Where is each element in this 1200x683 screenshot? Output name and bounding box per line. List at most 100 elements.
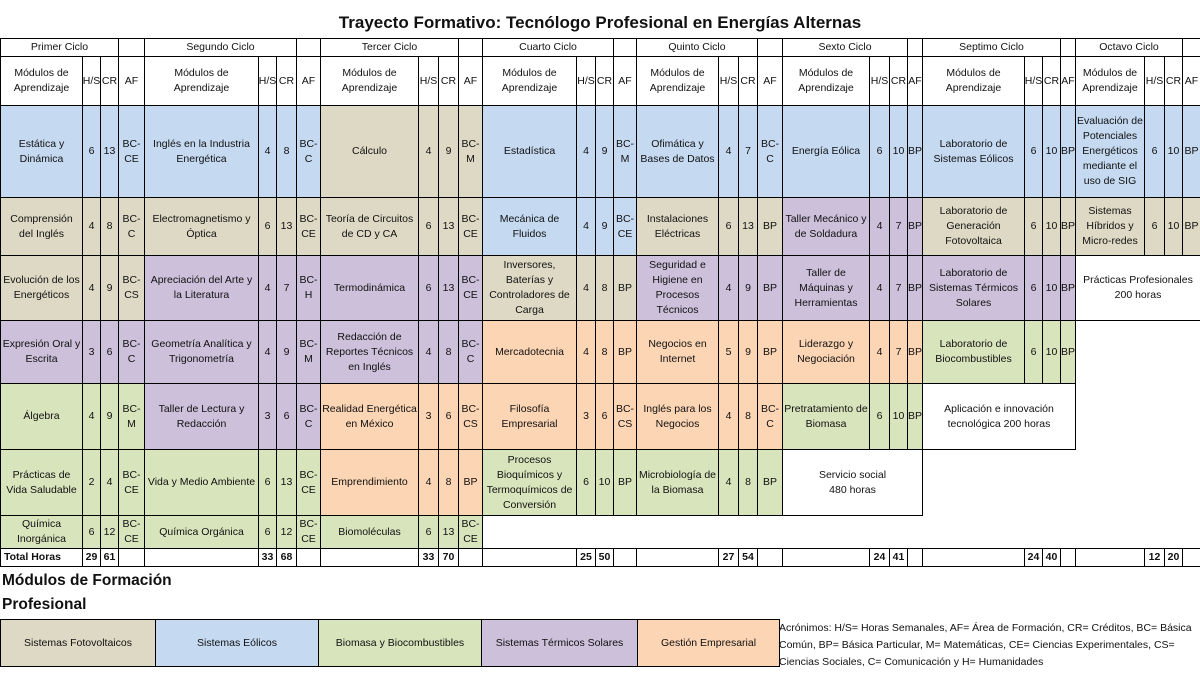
legend-heading-cont: Profesional	[2, 596, 87, 613]
column-header-af: AF	[118, 56, 145, 106]
servicio-social-block: Servicio social 480 horas	[782, 449, 923, 516]
module-name: Inversores, Baterías y Controladores de …	[482, 255, 577, 321]
module-hs: 4	[82, 197, 101, 256]
module-cr: 10	[1042, 320, 1061, 384]
column-header-af: AF	[1060, 56, 1076, 106]
module-hs: 4	[718, 449, 739, 516]
cycle-header-spacer	[296, 38, 321, 57]
module-hs: 4	[576, 105, 596, 198]
total-hs: 12	[1144, 548, 1165, 567]
column-header-hs: H/S	[718, 56, 739, 106]
module-af: BC-C	[757, 383, 783, 450]
module-hs: 6	[869, 105, 890, 198]
module-cr: 9	[276, 320, 297, 384]
module-name: Apreciación del Arte y la Literatura	[144, 255, 259, 321]
module-name: Cálculo	[320, 105, 419, 198]
page-title: Trayecto Formativo: Tecnólogo Profesiona…	[338, 13, 862, 32]
column-header-modulos: Módulos de Aprendizaje	[922, 56, 1025, 106]
column-header-hs: H/S	[258, 56, 277, 106]
module-hs: 4	[418, 320, 439, 384]
module-cr: 10	[595, 449, 614, 516]
legend-item: Biomasa y Biocombustibles	[318, 619, 482, 667]
column-header-af: AF	[613, 56, 637, 106]
legend-heading: Módulos de Formación	[2, 572, 172, 589]
module-hs: 6	[718, 197, 739, 256]
module-af: BP	[907, 105, 923, 198]
module-af: BP	[907, 255, 923, 321]
module-name: Química Orgánica	[144, 515, 259, 549]
module-name: Inglés para los Negocios	[636, 383, 719, 450]
module-name: Prácticas de Vida Saludable	[0, 449, 83, 516]
total-hs: 29	[82, 548, 101, 567]
module-cr: 9	[438, 105, 459, 198]
total-af-blank	[757, 548, 783, 567]
module-name: Teoría de Circuitos de CD y CA	[320, 197, 419, 256]
module-hs: 6	[1144, 105, 1165, 198]
module-name: Liderazgo y Negociación	[782, 320, 870, 384]
module-cr: 8	[595, 320, 614, 384]
cycle-header: Sexto Ciclo	[782, 38, 908, 57]
module-af: BP	[1060, 320, 1076, 384]
module-cr: 6	[438, 383, 459, 450]
module-cr: 13	[438, 515, 459, 549]
module-af: BC-CS	[613, 383, 637, 450]
column-header-hs: H/S	[418, 56, 439, 106]
module-cr: 12	[276, 515, 297, 549]
module-hs: 4	[718, 105, 739, 198]
module-name: Microbiología de la Biomasa	[636, 449, 719, 516]
module-af: BP	[907, 383, 923, 450]
module-hs: 4	[576, 255, 596, 321]
column-header-modulos: Módulos de Aprendizaje	[636, 56, 719, 106]
legend-item: Sistemas Eólicos	[155, 619, 319, 667]
column-header-cr: CR	[438, 56, 459, 106]
module-hs: 6	[576, 449, 596, 516]
cycle-header: Cuarto Ciclo	[482, 38, 614, 57]
total-label: Total Horas	[0, 548, 83, 567]
module-af: BC-C	[757, 105, 783, 198]
column-header-modulos: Módulos de Aprendizaje	[0, 56, 83, 106]
module-af: BC-C	[296, 383, 321, 450]
total-af-blank	[907, 548, 923, 567]
module-cr: 13	[438, 197, 459, 256]
module-cr: 6	[276, 383, 297, 450]
module-hs: 6	[418, 255, 439, 321]
total-blank	[482, 548, 577, 567]
module-af: BC-M	[613, 105, 637, 198]
module-name: Seguridad e Higiene en Procesos Técnicos	[636, 255, 719, 321]
module-af: BP	[613, 320, 637, 384]
total-cr: 50	[595, 548, 614, 567]
module-af: BP	[1060, 105, 1076, 198]
module-name: Vida y Medio Ambiente	[144, 449, 259, 516]
total-hs: 24	[1024, 548, 1043, 567]
module-hs: 6	[1024, 255, 1043, 321]
module-af: BP	[757, 255, 783, 321]
module-hs: 6	[1024, 197, 1043, 256]
cycle-header: Tercer Ciclo	[320, 38, 459, 57]
cycle-header: Octavo Ciclo	[1075, 38, 1183, 57]
module-cr: 13	[738, 197, 758, 256]
column-header-modulos: Módulos de Aprendizaje	[320, 56, 419, 106]
column-header-hs: H/S	[1144, 56, 1165, 106]
total-hs: 24	[869, 548, 890, 567]
module-af: BC-CE	[296, 449, 321, 516]
aplicacion-block: Aplicación e innovación tecnológica 200 …	[922, 383, 1076, 450]
module-cr: 10	[1042, 255, 1061, 321]
module-hs: 3	[258, 383, 277, 450]
module-cr: 13	[276, 449, 297, 516]
module-hs: 6	[258, 197, 277, 256]
module-name: Filosofía Empresarial	[482, 383, 577, 450]
module-cr: 8	[738, 449, 758, 516]
module-af: BC-C	[118, 320, 145, 384]
module-af: BP	[757, 449, 783, 516]
cycle-header: Quinto Ciclo	[636, 38, 758, 57]
module-af: BC-C	[458, 320, 483, 384]
module-hs: 6	[82, 515, 101, 549]
module-name: Estadística	[482, 105, 577, 198]
module-af: BP	[1060, 255, 1076, 321]
module-af: BC-CE	[296, 197, 321, 256]
module-cr: 13	[276, 197, 297, 256]
module-hs: 4	[258, 320, 277, 384]
module-cr: 8	[595, 255, 614, 321]
module-hs: 6	[1024, 320, 1043, 384]
